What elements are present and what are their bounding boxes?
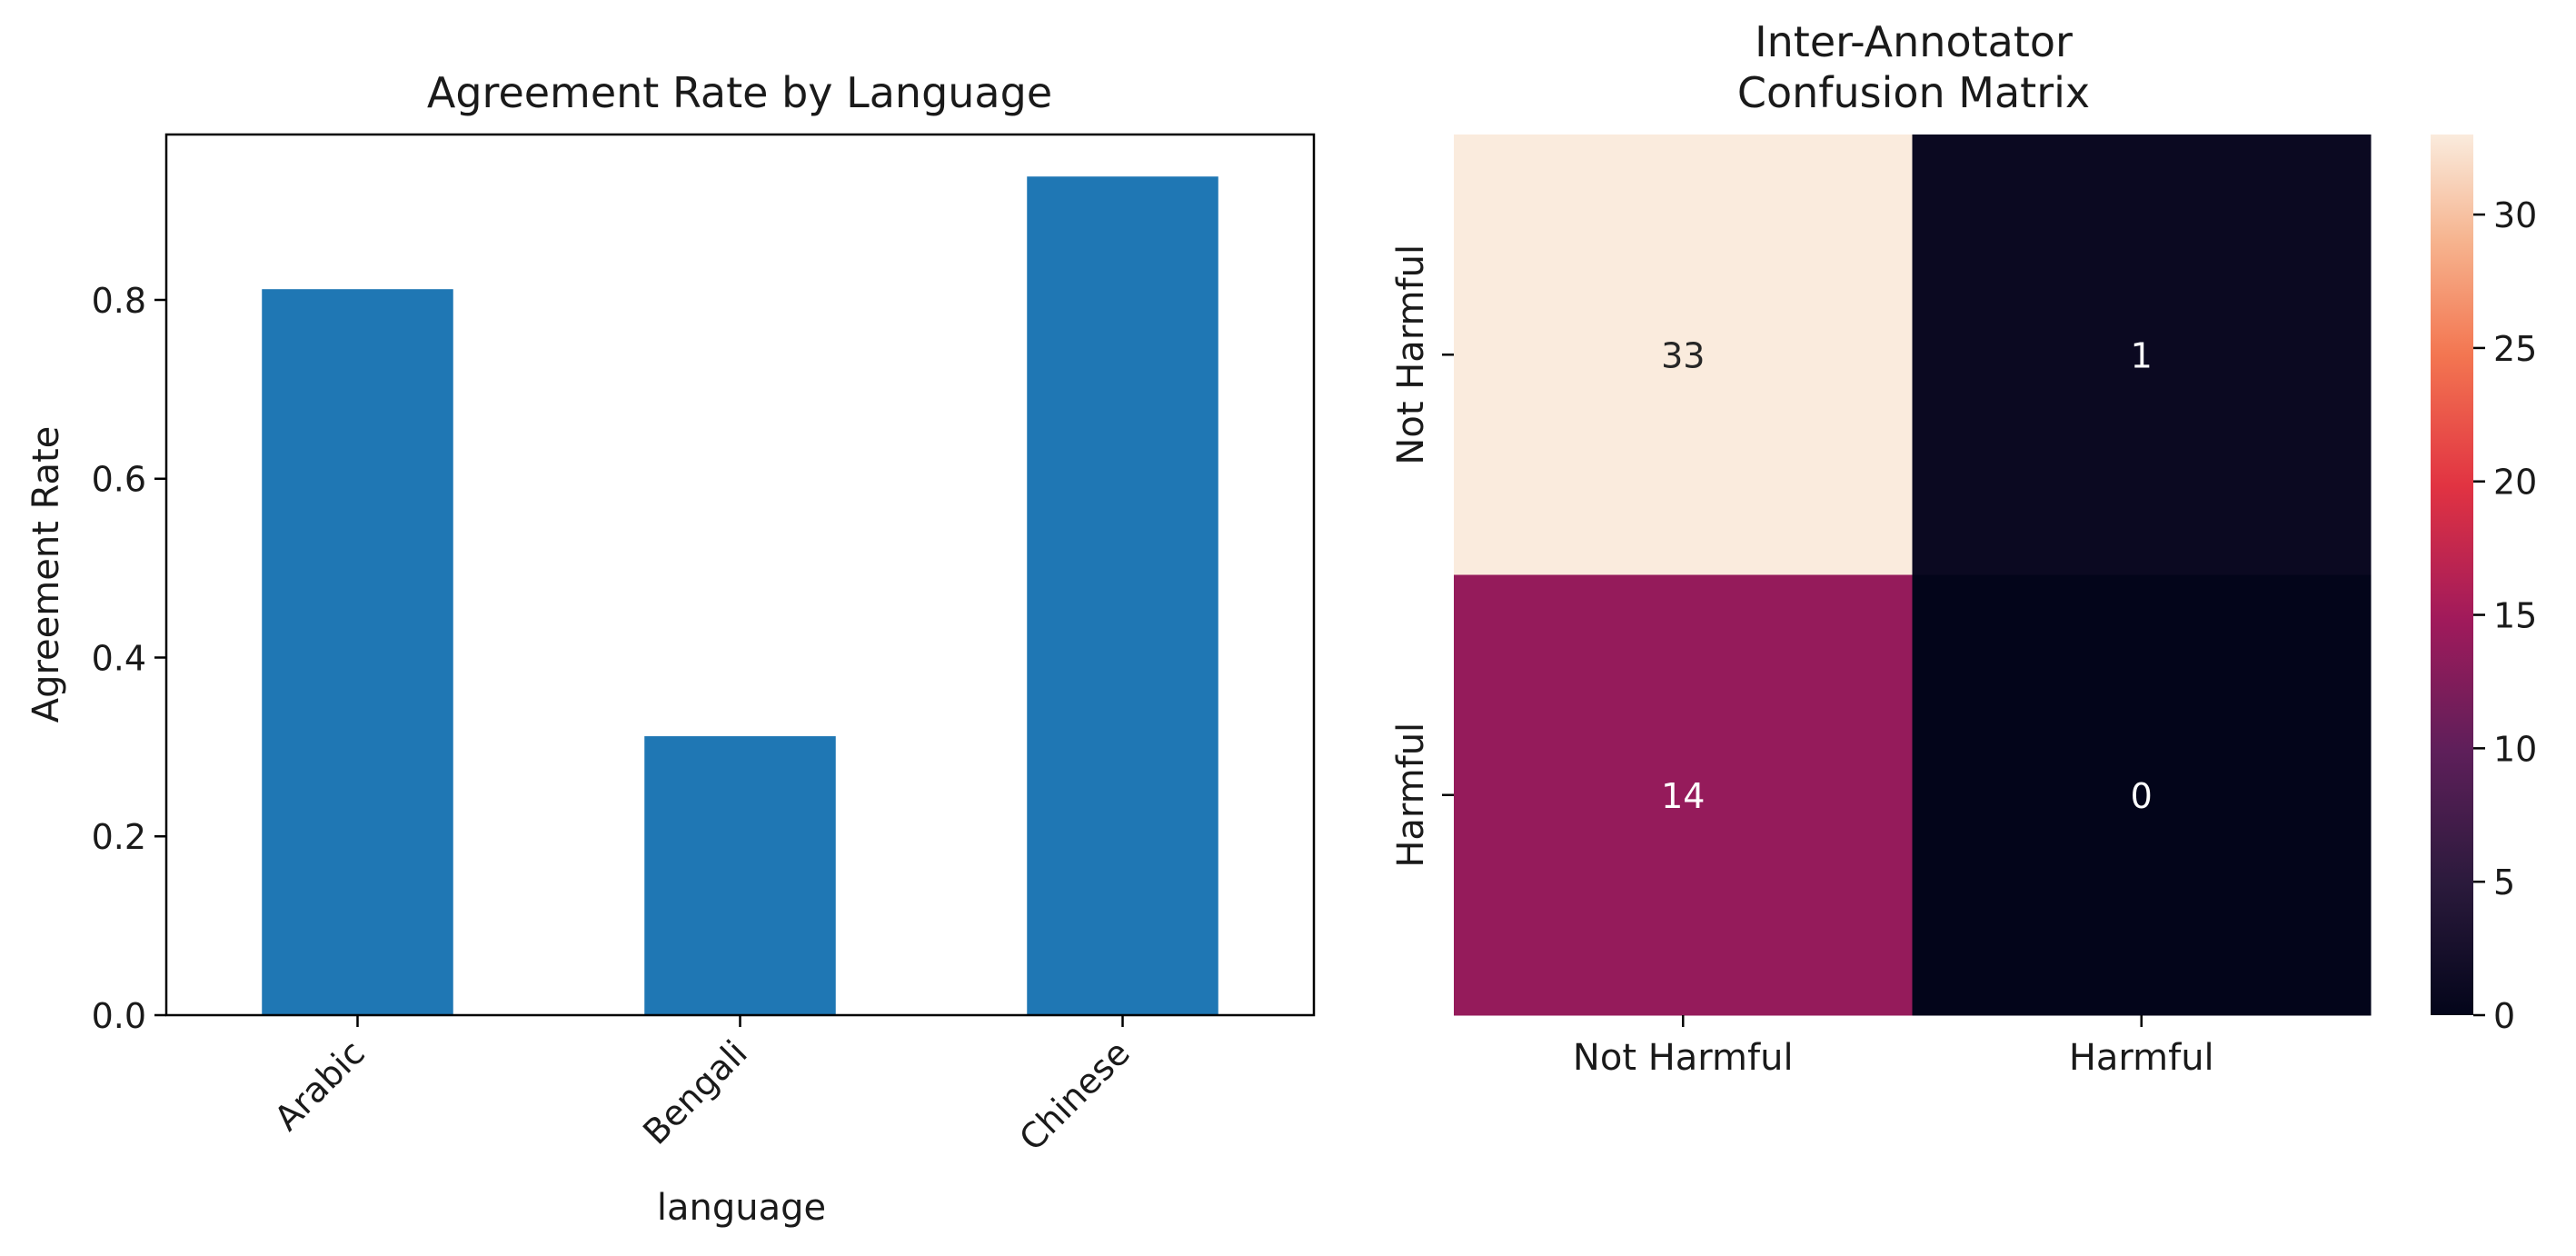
bar-x-tick-label: Bengali (635, 1032, 755, 1152)
colorbar-tick-label: 10 (2493, 729, 2537, 769)
colorbar-tick-label: 0 (2493, 996, 2515, 1036)
bar-x-axis-label: language (657, 1187, 826, 1229)
bar-x-tick-label: Arabic (267, 1032, 373, 1138)
bar-y-tick-label: 0.6 (92, 460, 146, 500)
bar-y-tick-label: 0.0 (92, 996, 146, 1036)
heatmap-cell (1454, 135, 1913, 575)
heatmap-y-axis: Not Harmful Harmful (1390, 244, 1454, 868)
heatmap-cell-value: 1 (2131, 335, 2153, 375)
heatmap-cell-value: 0 (2131, 776, 2153, 816)
bar-y-tick-label: 0.8 (92, 281, 146, 321)
colorbar-tick-label: 25 (2493, 329, 2537, 369)
bar-layer (262, 176, 1218, 1016)
bar-chart: Agreement Rate by Language 0.00.20.40.60… (25, 68, 1316, 1229)
bar-y-axis-label: Agreement Rate (25, 426, 67, 723)
bar-y-tick-label: 0.4 (92, 638, 146, 678)
bar-x-tick-label: Chinese (1011, 1032, 1137, 1158)
heatmap-col-label: Harmful (2069, 1037, 2214, 1079)
colorbar-tick-label: 15 (2493, 596, 2537, 636)
colorbar (2431, 135, 2473, 1015)
heatmap-cell-value: 14 (1661, 776, 1705, 816)
bar-arabic (262, 289, 453, 1016)
colorbar-tick-label: 5 (2493, 862, 2515, 902)
heatmap-title-line-2: Confusion Matrix (1737, 68, 2090, 117)
heatmap-cells: 33 1 14 0 (1454, 135, 2372, 1016)
bar-bengali (644, 736, 836, 1015)
heatmap-cell (1912, 135, 2372, 575)
heatmap-row-label: Harmful (1390, 723, 1432, 868)
bar-x-axis: Arabic Bengali Chinese (267, 1015, 1138, 1159)
heatmap-chart: Inter-Annotator Confusion Matrix 33 1 14 0 … (1390, 17, 2537, 1079)
heatmap-x-axis: Not Harmful Harmful (1573, 1015, 2214, 1079)
heatmap-cell (1912, 574, 2372, 1016)
bar-chart-title: Agreement Rate by Language (427, 68, 1052, 117)
bar-y-tick-label: 0.2 (92, 817, 146, 857)
colorbar-axis: 0 5 10 15 20 25 30 (2473, 195, 2537, 1036)
colorbar-tick-label: 30 (2493, 195, 2537, 235)
heatmap-col-label: Not Harmful (1573, 1037, 1794, 1079)
bar-y-axis: 0.0 0.2 0.4 0.6 0.8 (92, 281, 166, 1036)
heatmap-cell (1454, 574, 1913, 1016)
heatmap-cell-value: 33 (1661, 335, 1705, 375)
heatmap-row-label: Not Harmful (1390, 244, 1432, 465)
colorbar-tick-label: 20 (2493, 463, 2537, 503)
bar-chinese (1027, 176, 1218, 1015)
heatmap-title-line-1: Inter-Annotator (1755, 17, 2073, 66)
